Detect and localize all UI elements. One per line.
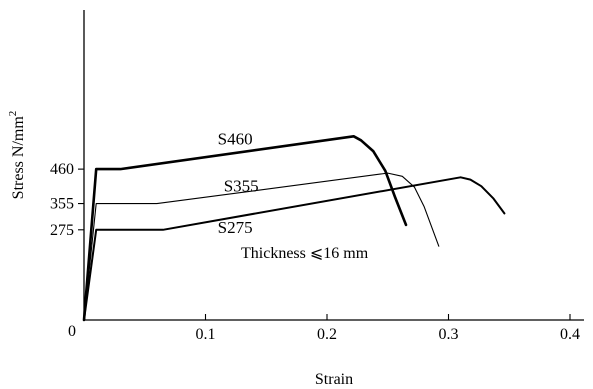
y-tick-label: 460 — [50, 161, 74, 178]
series-line-s275 — [83, 176, 506, 321]
y-axis-label-superscript: 2 — [7, 111, 19, 117]
series-layer — [82, 135, 506, 322]
x-tick-label: 0.1 — [196, 326, 216, 343]
x-tick-label: 0.2 — [317, 326, 337, 343]
y-axis-label-main: Stress N/mm — [10, 116, 27, 200]
series-label-s460: S460 — [218, 130, 253, 149]
y-tick-label: 275 — [50, 222, 74, 239]
y-axis-ticks: 460 355 275 — [50, 161, 84, 239]
series-line-s355 — [83, 172, 440, 321]
series-labels: S460 S355 S275 — [218, 130, 259, 238]
x-axis-ticks: 0.1 0.2 0.3 0.4 — [196, 314, 580, 343]
y-axis-label: Stress N/mm2 — [7, 111, 27, 200]
x-tick-label: 0.4 — [560, 326, 580, 343]
chart-axes — [83, 10, 584, 321]
series-label-s355: S355 — [224, 176, 259, 195]
series-label-s275: S275 — [218, 218, 253, 237]
series-line-s460 — [82, 135, 408, 322]
thickness-annotation: Thickness ⩽16 mm — [241, 245, 369, 262]
x-axis-label: Strain — [315, 371, 353, 388]
x-tick-label: 0.3 — [439, 326, 459, 343]
origin-label: 0 — [68, 323, 76, 340]
y-tick-label: 355 — [50, 196, 74, 213]
